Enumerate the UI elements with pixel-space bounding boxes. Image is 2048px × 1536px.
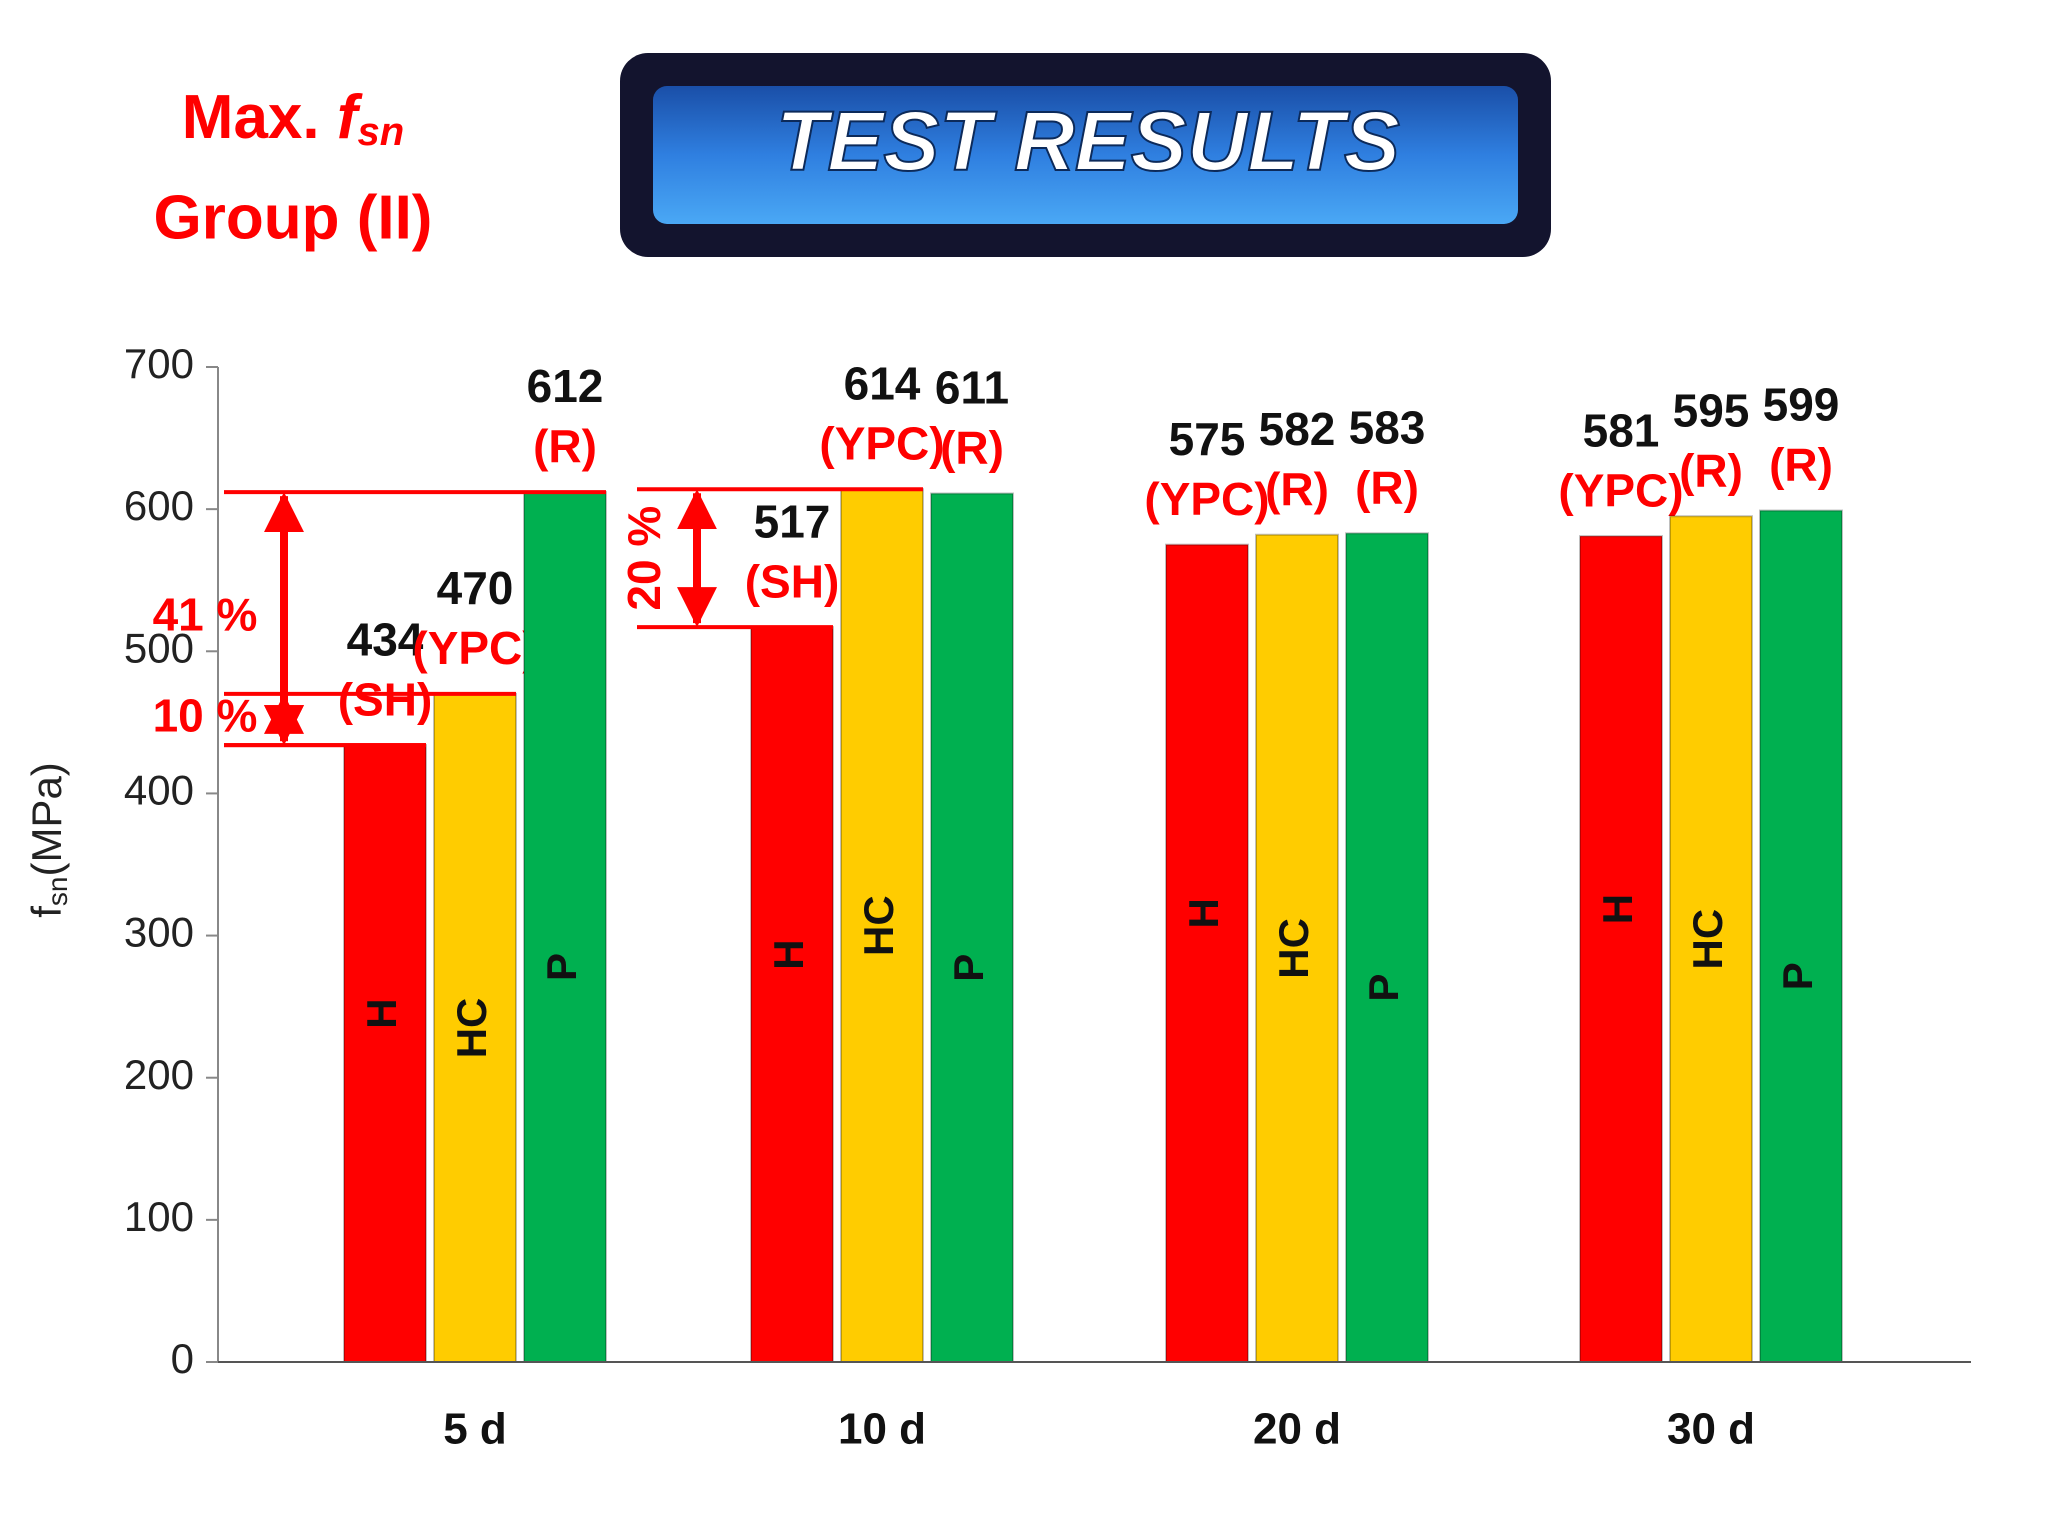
bar	[1669, 515, 1753, 1363]
chart-title: Max. fsn	[182, 83, 404, 153]
bar	[523, 491, 607, 1364]
series-name: H	[358, 998, 405, 1028]
y-tick-label: 700	[124, 340, 194, 387]
annotation: 10 %	[153, 690, 258, 742]
bar	[1165, 543, 1249, 1363]
x-tick-label: 5 d	[443, 1405, 507, 1454]
bar	[1345, 532, 1429, 1363]
annotation: 20 %	[618, 506, 670, 611]
series-name: P	[945, 954, 992, 982]
bar-note: (R)	[1769, 439, 1833, 491]
chart-subtitle: Group (II)	[154, 183, 433, 252]
bar	[343, 744, 427, 1363]
series-name: P	[1774, 962, 1821, 990]
value-label: 517	[754, 495, 831, 547]
title-text: Max.	[182, 83, 337, 152]
bar-note: (YPC)	[1558, 464, 1683, 516]
bar-note: (R)	[533, 420, 597, 472]
value-label: 582	[1259, 403, 1336, 455]
y-label-subscript: sn	[42, 877, 73, 907]
series-name: P	[538, 953, 585, 981]
bar-note: (R)	[1679, 444, 1743, 496]
series-name: H	[765, 939, 812, 969]
bar	[840, 488, 924, 1363]
value-label: 583	[1349, 401, 1426, 453]
value-label: 575	[1169, 413, 1246, 465]
value-label: 434	[347, 613, 424, 665]
y-tick-label: 600	[124, 482, 194, 529]
bar-note: (YPC)	[819, 417, 944, 469]
series-name: HC	[1270, 918, 1317, 979]
series-name: H	[1594, 894, 1641, 924]
y-label-unit: (MPa)	[23, 762, 70, 876]
series-name: HC	[855, 895, 902, 956]
series-name: P	[1360, 974, 1407, 1002]
bar-note: (YPC)	[412, 622, 537, 674]
series-name: HC	[1684, 909, 1731, 970]
bar-note: (R)	[1265, 463, 1329, 515]
annotation: 41 %	[153, 589, 258, 641]
bar	[1579, 535, 1663, 1363]
x-tick-label: 10 d	[838, 1405, 926, 1454]
bar	[750, 626, 834, 1363]
bar-note: (R)	[940, 422, 1004, 474]
bar	[1759, 509, 1843, 1364]
bar-note: (YPC)	[1144, 473, 1269, 525]
y-tick-label: 100	[124, 1193, 194, 1240]
bar	[433, 692, 517, 1363]
bar	[930, 492, 1014, 1363]
value-label: 595	[1673, 384, 1750, 436]
x-tick-label: 20 d	[1253, 1405, 1341, 1454]
y-tick-label: 0	[171, 1335, 194, 1382]
series-name: HC	[448, 998, 495, 1059]
bar-note: (SH)	[745, 555, 840, 607]
bar-note: (SH)	[338, 673, 433, 725]
x-tick-label: 30 d	[1667, 1405, 1755, 1454]
bar	[1255, 533, 1339, 1363]
y-axis-label: fsn(MPa)	[23, 762, 73, 918]
bar-note: (R)	[1355, 461, 1419, 513]
value-label: 599	[1763, 379, 1840, 431]
banner-title: TEST RESULTS	[776, 94, 1400, 188]
banner	[653, 86, 1518, 224]
value-label: 581	[1583, 404, 1660, 456]
title-subscript: sn	[358, 110, 405, 154]
value-label: 470	[437, 562, 514, 614]
y-label-symbol: f	[23, 906, 70, 918]
y-tick-label: 500	[124, 624, 194, 671]
series-name: H	[1180, 898, 1227, 928]
y-tick-label: 300	[124, 909, 194, 956]
y-tick-label: 200	[124, 1051, 194, 1098]
value-label: 612	[527, 360, 604, 412]
value-label: 614	[844, 357, 921, 409]
y-tick-label: 400	[124, 767, 194, 814]
value-label: 611	[935, 362, 1009, 414]
